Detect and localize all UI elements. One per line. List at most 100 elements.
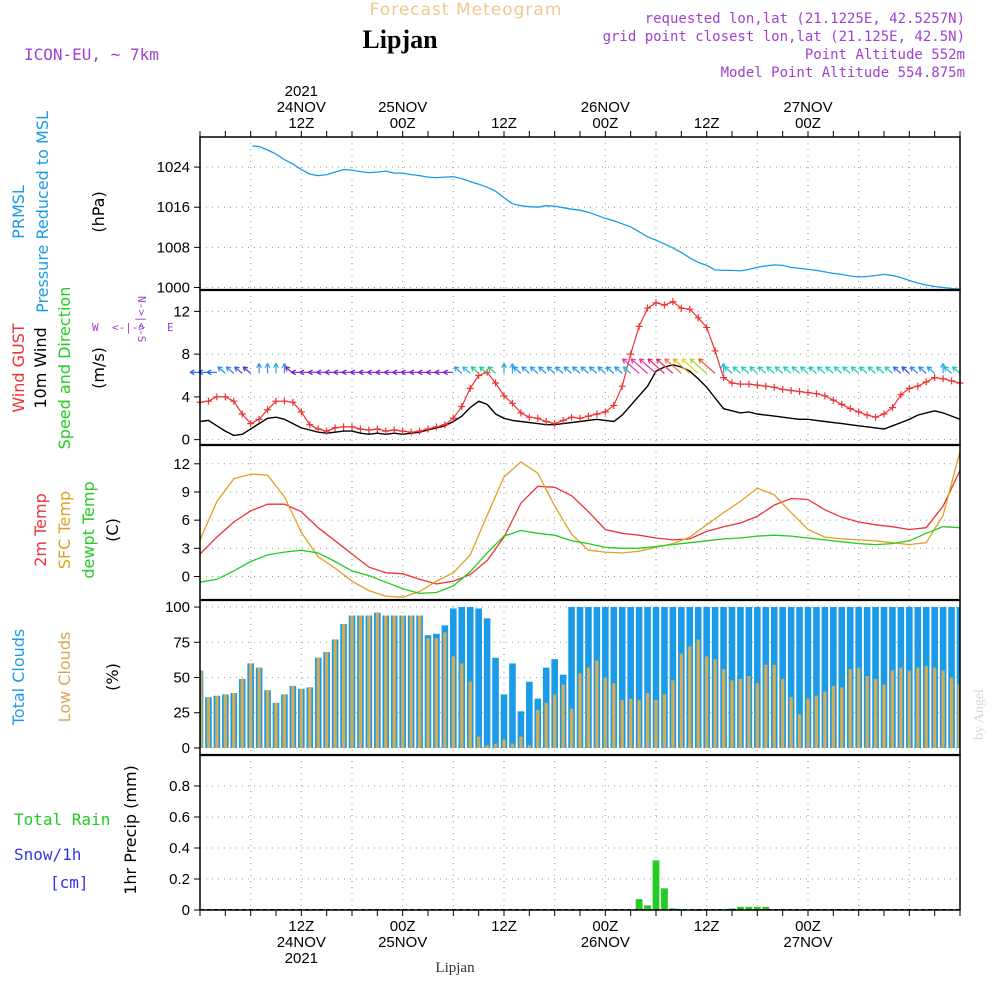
low-cloud-bar xyxy=(215,695,219,748)
wind-direction-arrow xyxy=(681,358,699,374)
wind-direction-arrow xyxy=(664,358,682,374)
point-altitude: Point Altitude 552m xyxy=(805,47,965,63)
rain-bar xyxy=(652,860,660,910)
wind-direction-arrow xyxy=(875,366,885,374)
wind-direction-arrow xyxy=(217,366,226,374)
wind-direction-arrow xyxy=(383,369,395,376)
gust-marker xyxy=(677,304,685,312)
wind-direction-arrow xyxy=(605,366,615,374)
gust-marker xyxy=(897,391,905,399)
total-cloud-bar xyxy=(737,607,744,748)
precip-ytick-label: 0.4 xyxy=(169,840,190,857)
low-cloud-bar xyxy=(772,664,776,748)
pressure-label-2: Pressure Reduced to MSL xyxy=(33,111,52,313)
rain-bar xyxy=(644,905,651,910)
gust-marker xyxy=(483,368,491,376)
gust-marker xyxy=(703,323,711,331)
wind-direction-arrow xyxy=(791,366,800,374)
bottom-time-label: 25NOV xyxy=(378,934,427,951)
low-cloud-bar xyxy=(924,666,928,748)
gust-marker xyxy=(365,426,373,434)
gust-marker xyxy=(458,403,466,411)
compass-vertical: N->|<-S xyxy=(135,296,148,342)
wind-direction-arrow xyxy=(409,369,420,376)
gust-marker xyxy=(466,384,474,392)
total-cloud-bar xyxy=(838,607,846,748)
temp-ytick-label: 3 xyxy=(182,540,190,557)
wind-direction-arrow xyxy=(833,366,843,374)
pressure-label-1: PRMSL xyxy=(9,185,28,239)
wind-direction-arrow xyxy=(749,366,758,374)
gust-marker xyxy=(255,415,263,423)
wind-direction-arrow xyxy=(453,366,463,374)
model-label: ICON-EU, ~ 7km xyxy=(24,45,159,64)
forecast-title: Forecast Meteogram xyxy=(370,0,563,20)
wind-direction-arrow xyxy=(273,363,279,374)
gust-marker xyxy=(863,411,871,419)
total-cloud-bar xyxy=(568,607,575,748)
requested-coords: requested lon,lat (21.1225E, 42.5257N) xyxy=(645,11,965,27)
wind-direction-arrow xyxy=(417,369,428,376)
top-time-label: 12Z xyxy=(288,115,314,132)
gust-marker xyxy=(424,425,432,433)
low-cloud-bar xyxy=(747,676,751,748)
clouds-ytick-label: 100 xyxy=(165,599,190,616)
panel-frame xyxy=(199,754,961,911)
low-cloud-bar xyxy=(282,694,287,748)
location-title: Lipjan xyxy=(362,25,438,54)
low-cloud-bar xyxy=(375,612,379,748)
gust-marker xyxy=(534,414,542,422)
pressure-ytick-label: 1008 xyxy=(157,239,190,256)
total-cloud-bar xyxy=(652,607,660,748)
wind-direction-arrow xyxy=(766,366,775,374)
low-cloud-bar xyxy=(426,638,430,748)
low-cloud-bar xyxy=(392,615,396,748)
gust-marker xyxy=(660,301,668,309)
bottom-time-label: 00Z xyxy=(795,918,821,935)
gust-marker xyxy=(948,377,956,385)
low-cloud-bar xyxy=(679,653,683,748)
low-cloud-bar xyxy=(890,670,895,748)
low-cloud-bar xyxy=(341,623,346,748)
low-cloud-bar xyxy=(527,745,531,748)
gust-marker xyxy=(855,408,863,416)
bottom-time-label: 26NOV xyxy=(581,934,630,951)
low-cloud-bar xyxy=(316,657,320,748)
gust-marker xyxy=(407,428,415,436)
gust-marker xyxy=(348,423,356,431)
gust-marker xyxy=(644,304,652,312)
wind-direction-arrow xyxy=(234,366,243,374)
wind-label-speed-dir: Speed and Direction xyxy=(55,287,74,450)
bottom-time-label: 24NOV xyxy=(277,934,326,951)
wind-direction-arrow xyxy=(588,366,598,374)
low-cloud-bar xyxy=(536,709,540,748)
gust-marker xyxy=(204,397,212,405)
compass-horizontal: <-|-> xyxy=(112,321,145,334)
model-altitude: Model Point Altitude 554.875m xyxy=(721,65,965,81)
low-cloud-bar xyxy=(553,694,557,748)
gust-marker xyxy=(508,399,516,407)
low-cloud-bar xyxy=(358,615,363,748)
wind-label-10m: 10m Wind xyxy=(31,327,50,408)
wind-direction-arrow xyxy=(884,366,893,374)
low-cloud-bar xyxy=(949,677,954,748)
low-cloud-bar xyxy=(401,615,405,748)
gust-marker xyxy=(610,401,618,409)
precip-label-rain: Total Rain xyxy=(14,810,110,829)
top-time-label: 25NOV xyxy=(378,99,427,116)
wind-direction-arrow xyxy=(375,369,386,376)
wind-direction-arrow xyxy=(655,358,674,374)
low-cloud-bar xyxy=(291,685,295,748)
gust-marker xyxy=(905,384,913,392)
gust-marker xyxy=(872,413,880,421)
temp-ytick-label: 0 xyxy=(182,569,190,586)
pressure-ytick-label: 1000 xyxy=(157,279,190,296)
gust-marker xyxy=(399,427,407,435)
wind-direction-arrow xyxy=(256,363,263,374)
gust-marker xyxy=(829,396,837,404)
low-cloud-bar xyxy=(781,678,785,748)
bottom-time-label: 27NOV xyxy=(783,934,832,951)
temp-ytick-label: 12 xyxy=(173,456,190,473)
gust-marker xyxy=(280,397,288,405)
gust-marker xyxy=(787,386,795,394)
